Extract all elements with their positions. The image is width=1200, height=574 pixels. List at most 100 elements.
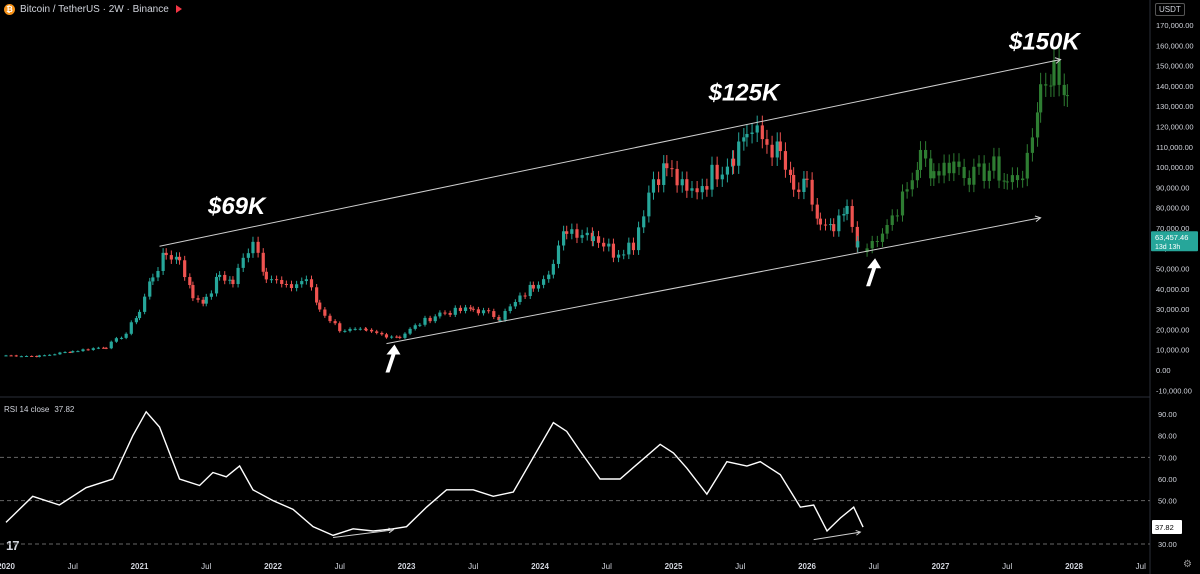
candle (151, 277, 155, 282)
candle (201, 299, 205, 304)
candle (86, 349, 90, 351)
candle (775, 141, 779, 158)
gear-icon[interactable]: ⚙ (1183, 559, 1192, 570)
candle (642, 216, 646, 228)
candle (742, 137, 746, 142)
candle (829, 224, 833, 226)
candle (35, 356, 39, 358)
rsi-divergence-line (333, 529, 394, 538)
candle (845, 206, 849, 214)
projection-candle (1057, 60, 1061, 85)
candle (246, 253, 250, 258)
candle (104, 347, 108, 349)
candle (657, 179, 661, 185)
candle (783, 151, 788, 170)
price-badge[interactable] (1151, 231, 1198, 252)
candle (71, 351, 75, 353)
candle (481, 310, 486, 314)
projection-candle (1044, 84, 1048, 86)
candle (850, 206, 854, 227)
candle (423, 317, 427, 325)
price-tick-label: 70,000.00 (1156, 224, 1189, 233)
tradingview-logo[interactable]: 17 (6, 538, 20, 553)
projection-candle (865, 248, 869, 253)
projection-candle (1062, 84, 1066, 96)
candle (289, 284, 294, 289)
candle (842, 213, 846, 216)
price-tick-label: 40,000.00 (1156, 285, 1189, 294)
price-tick-label: 110,000.00 (1156, 143, 1193, 152)
rsi-header[interactable]: RSI 14 close 37.82 (4, 405, 74, 414)
candle (231, 279, 235, 285)
projection-candle (957, 161, 961, 167)
projection-candle (997, 156, 1001, 181)
candle (328, 315, 332, 322)
candle (284, 283, 288, 285)
projection-candle (987, 170, 991, 182)
flag-icon[interactable] (175, 5, 182, 13)
currency-selector[interactable]: USDT (1155, 3, 1185, 16)
candle (463, 307, 468, 311)
candle (788, 169, 793, 175)
candle (101, 347, 106, 349)
candle (323, 309, 327, 316)
projection-candle (1002, 180, 1006, 182)
price-tick-label: 10,000.00 (1156, 346, 1189, 355)
candle (551, 263, 555, 275)
projection-candle (967, 178, 971, 185)
candle (363, 328, 368, 330)
candle (832, 224, 836, 232)
candle (622, 254, 626, 256)
candle (143, 296, 147, 312)
x-tick-label: 2023 (398, 562, 416, 571)
projection-candle (952, 161, 956, 174)
price-tick-label: -10,000.00 (1156, 386, 1192, 395)
candle (616, 254, 621, 258)
candle (280, 279, 284, 284)
rsi-tick-label: 60.00 (1158, 475, 1177, 484)
x-tick-label: Jul (335, 562, 345, 571)
projection-candle (992, 156, 996, 171)
x-tick-label: Jul (869, 562, 879, 571)
candle (675, 168, 679, 186)
candle (665, 163, 669, 169)
candle (438, 312, 442, 317)
rsi-badge[interactable] (1152, 520, 1182, 535)
candle (148, 281, 152, 297)
projection-candle (1052, 60, 1056, 86)
candle (76, 351, 80, 353)
peak-label: $150K (1008, 29, 1081, 56)
candle (188, 277, 192, 286)
candle (48, 354, 52, 356)
candle (177, 256, 182, 261)
price-tick-label: 160,000.00 (1156, 41, 1194, 50)
x-tick-label: 2022 (264, 562, 282, 571)
x-tick-label: 2020 (0, 562, 15, 571)
candle (318, 302, 322, 310)
rsi-label: RSI 14 close (4, 405, 50, 414)
candle (418, 324, 422, 326)
candle (508, 306, 512, 312)
projection-candle (942, 162, 946, 176)
rsi-tick-label: 70.00 (1158, 453, 1177, 462)
candle (737, 141, 741, 166)
candle (602, 242, 606, 247)
candle (458, 307, 463, 311)
projection-candle (1005, 181, 1009, 183)
candle (403, 333, 407, 338)
candle (109, 341, 113, 349)
candle (562, 231, 566, 246)
rsi-divergence-line (813, 531, 861, 541)
x-tick-label: 2025 (665, 562, 683, 571)
candle (96, 347, 101, 349)
symbol-title[interactable]: Bitcoin / TetherUS · 2W · Binance (20, 3, 169, 15)
rsi-tick-label: 30.00 (1158, 540, 1177, 549)
candle (300, 281, 304, 285)
candle (333, 321, 337, 324)
projection-candle (880, 233, 885, 242)
candle (214, 276, 219, 294)
candle (837, 215, 841, 232)
projection-candle (1025, 152, 1029, 179)
price-tick-label: 100,000.00 (1156, 163, 1194, 172)
